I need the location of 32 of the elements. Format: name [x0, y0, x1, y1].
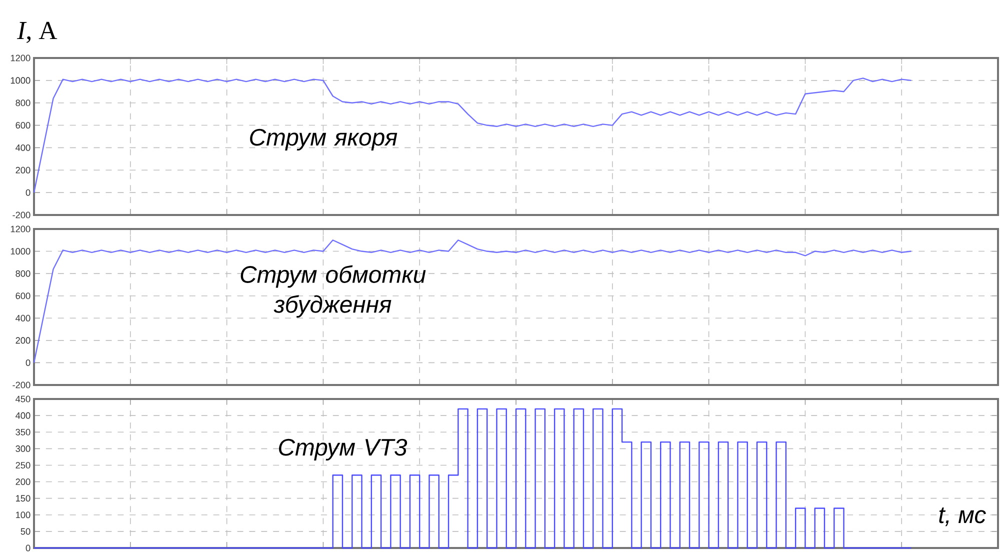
y-tick-label: 800 [16, 100, 30, 106]
y-tick-label: 200 [16, 166, 30, 174]
y-tick-label: 800 [16, 270, 30, 277]
y-tick-label: 100 [16, 512, 30, 518]
y-axis-title: I, A [16, 22, 58, 43]
y-tick-label: 450 [16, 396, 30, 402]
y-tick-label: 200 [16, 337, 30, 344]
y-tick-label: 600 [16, 122, 30, 129]
y-tick-label: 400 [16, 412, 30, 419]
y-tick-label: 0 [26, 359, 30, 366]
y-tick-label: 350 [16, 428, 30, 436]
annotation: Струм якоря [250, 128, 398, 150]
y-tick-label: 400 [16, 144, 30, 151]
y-tick-label: 200 [16, 478, 30, 486]
y-tick-label: 1000 [10, 248, 30, 255]
x-axis-title: t, мс [939, 508, 986, 526]
y-tick-label: 300 [16, 445, 30, 452]
y-tick-label: 600 [16, 292, 30, 300]
y-tick-label: -200 [12, 212, 30, 218]
y-tick-label: -200 [12, 382, 30, 388]
line-series [33, 240, 912, 364]
y-tick-label: 0 [26, 544, 30, 552]
annotation: Струм VT3 [279, 438, 408, 460]
y-tick-label: 400 [16, 314, 30, 322]
y-tick-label: 0 [26, 189, 30, 196]
y-tick-label: 1200 [10, 54, 30, 62]
y-tick-label: 1200 [10, 226, 30, 232]
annotation: Струм обмотки збудження [240, 265, 426, 318]
y-tick-label: 150 [16, 495, 30, 502]
y-tick-label: 50 [20, 528, 30, 535]
y-tick-label: 250 [16, 462, 30, 468]
y-tick-label: 1000 [10, 77, 30, 84]
